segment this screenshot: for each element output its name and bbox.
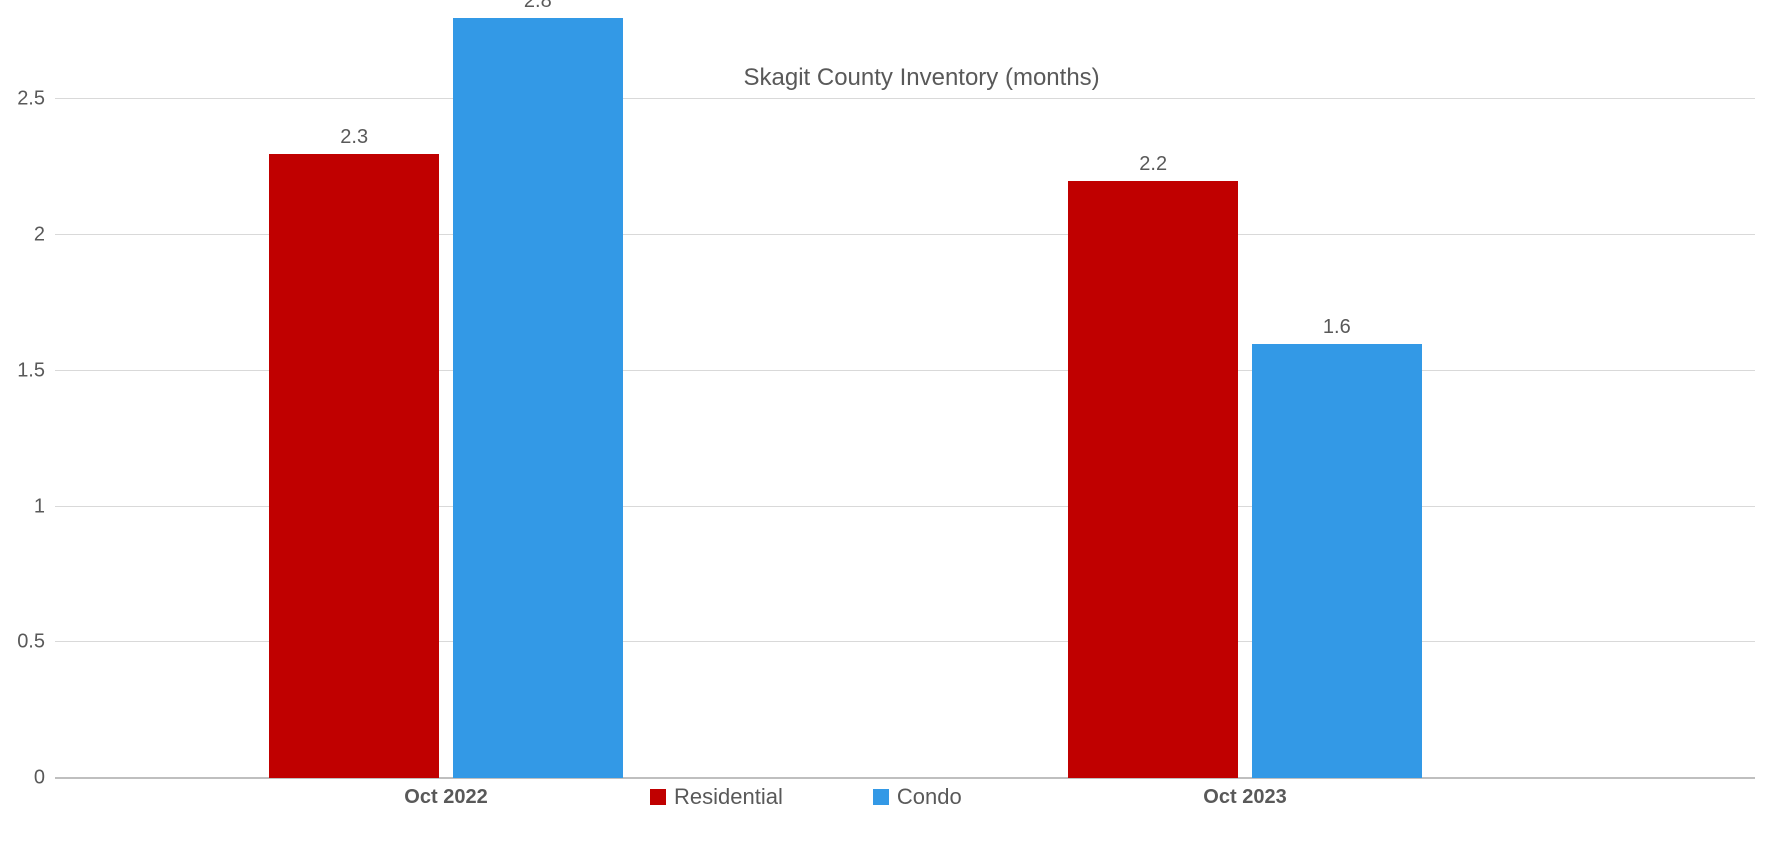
legend-swatch: [873, 789, 889, 805]
bar-condo-oct-2022: 2.8: [453, 18, 623, 778]
category-label: Oct 2023: [1203, 778, 1286, 809]
bar-data-label: 2.3: [340, 126, 368, 149]
legend-label: Condo: [897, 784, 962, 810]
legend: Residential Condo: [650, 778, 962, 810]
y-tick-label: 0.5: [17, 631, 55, 654]
bar-condo-oct-2023: 1.6: [1252, 344, 1422, 778]
y-tick-label: 1: [34, 495, 55, 518]
bar-data-label: 1.6: [1323, 316, 1351, 339]
gridline: [55, 98, 1755, 99]
legend-label: Residential: [674, 784, 783, 810]
legend-item-residential: Residential: [650, 784, 783, 810]
y-tick-label: 2.5: [17, 88, 55, 111]
bar-data-label: 2.8: [524, 0, 552, 13]
category-label: Oct 2022: [404, 778, 487, 809]
y-tick-label: 0: [34, 767, 55, 790]
plot-area: 00.511.522.52.32.8Oct 20222.21.6Oct 2023…: [55, 18, 1755, 778]
legend-swatch: [650, 789, 666, 805]
bar-residential-oct-2023: 2.2: [1068, 181, 1238, 778]
bar-data-label: 2.2: [1139, 153, 1167, 176]
legend-item-condo: Condo: [873, 784, 962, 810]
chart-title: Skagit County Inventory (months): [744, 64, 1100, 92]
y-tick-label: 2: [34, 224, 55, 247]
y-tick-label: 1.5: [17, 359, 55, 382]
bar-residential-oct-2022: 2.3: [269, 154, 439, 778]
inventory-chart: 00.511.522.52.32.8Oct 20222.21.6Oct 2023…: [0, 0, 1773, 844]
